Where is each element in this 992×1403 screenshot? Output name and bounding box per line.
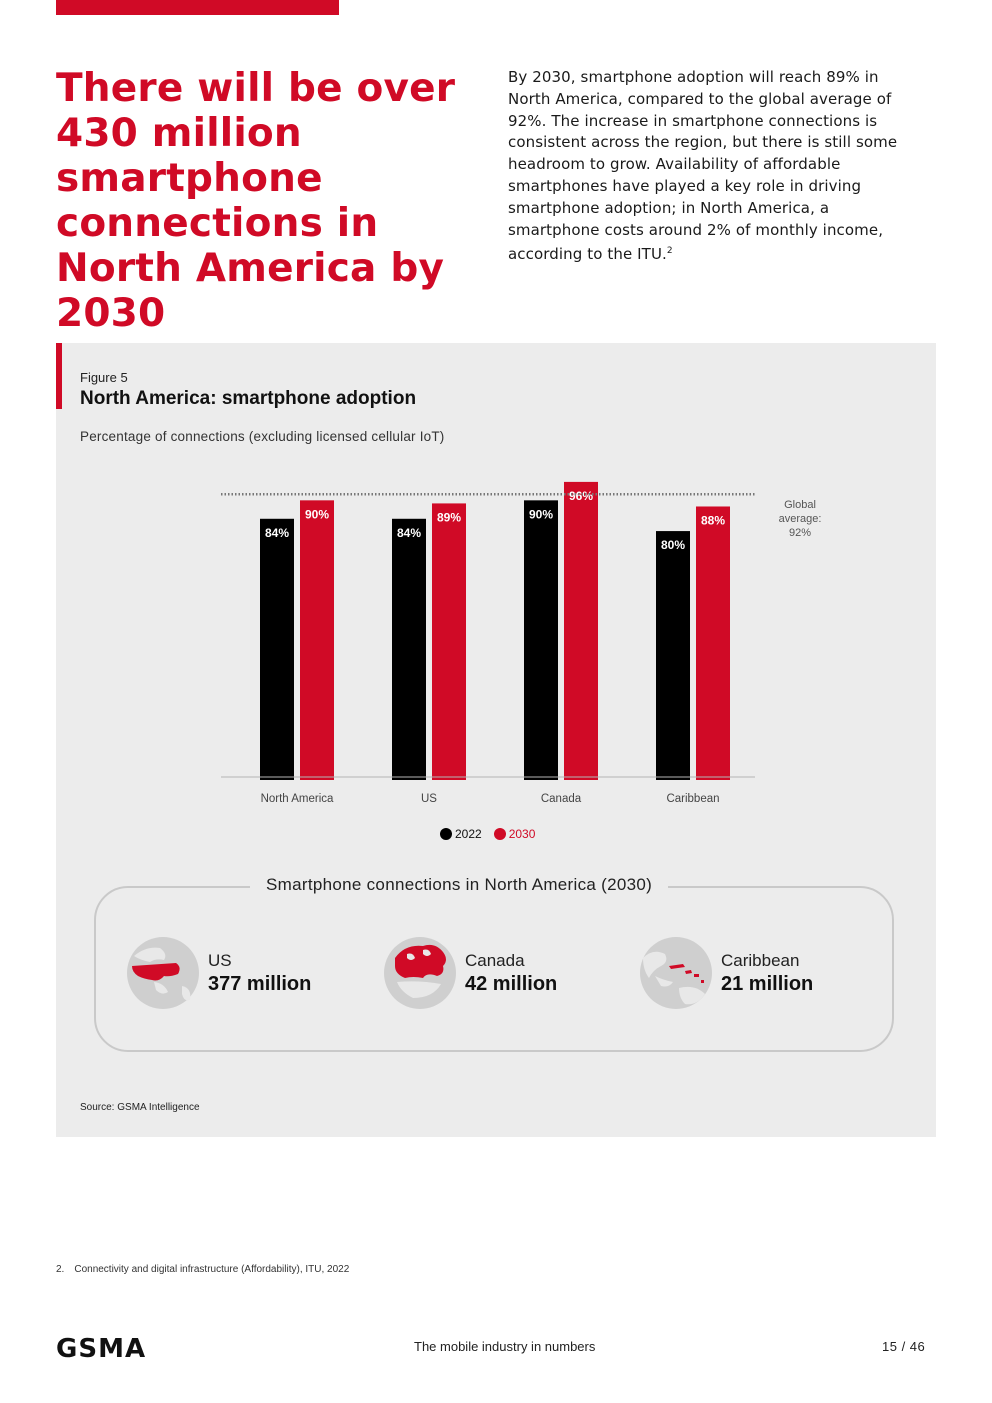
legend-dot-2030 xyxy=(493,828,506,840)
bar-canada-2022 xyxy=(524,500,558,780)
figure-title: North America: smartphone adoption xyxy=(80,388,417,409)
data-label-caribbean-2030: 88% xyxy=(701,513,725,527)
global-average-label: Global xyxy=(784,499,816,511)
x-tick-label: Canada xyxy=(541,793,582,805)
page-headline: There will be over 430 million smartphon… xyxy=(56,66,456,336)
figure-accent-bar xyxy=(56,343,62,409)
footnote: 2. Connectivity and digital infrastructur… xyxy=(56,1264,349,1275)
data-label-north-america-2022: 84% xyxy=(265,526,289,540)
data-label-caribbean-2022: 80% xyxy=(661,538,685,552)
legend-label-2030: 2030 xyxy=(508,827,536,841)
bar-canada-2030 xyxy=(564,481,598,780)
stat-canada: Canada 42 million xyxy=(383,936,557,1010)
connections-stats-box: Smartphone connections in North America … xyxy=(94,875,894,1052)
stat-caribbean-value: 21 million xyxy=(721,973,814,995)
bar-us-2030 xyxy=(432,503,466,780)
figure-subtitle: Percentage of connections (excluding lic… xyxy=(80,429,445,444)
legend-item-2022: 2022 xyxy=(440,827,482,841)
figure-source: Source: GSMA Intelligence xyxy=(80,1102,200,1113)
stat-us-name: US xyxy=(208,951,232,970)
legend-item-2030: 2030 xyxy=(493,827,536,841)
gsma-logo: GSMA xyxy=(56,1334,147,1364)
bar-caribbean-2030 xyxy=(696,506,730,780)
top-accent-bar xyxy=(56,0,339,15)
data-label-canada-2030: 96% xyxy=(569,489,593,503)
stat-caribbean-text: Caribbean 21 million xyxy=(721,950,813,996)
footnote-number: 2. xyxy=(56,1264,65,1275)
legend-dot-2022 xyxy=(440,828,452,840)
page-number: 15 / 46 xyxy=(882,1339,926,1354)
footnote-ref: 2 xyxy=(666,246,673,257)
intro-paragraph: By 2030, smartphone adoption will reach … xyxy=(508,67,918,266)
data-label-us-2022: 84% xyxy=(397,526,421,540)
stat-us: US 377 million xyxy=(126,936,311,1010)
x-tick-label: North America xyxy=(261,793,334,805)
figure-number: Figure 5 xyxy=(80,370,128,385)
footnote-text: Connectivity and digital infrastructure … xyxy=(74,1264,350,1275)
stats-title: Smartphone connections in North America … xyxy=(250,875,669,895)
stat-caribbean-name: Caribbean xyxy=(721,951,800,970)
global-average-label: 92% xyxy=(789,527,811,539)
x-tick-label: US xyxy=(421,793,437,805)
stat-caribbean: Caribbean 21 million xyxy=(639,936,813,1010)
legend-label-2022: 2022 xyxy=(455,827,482,841)
stat-us-value: 377 million xyxy=(208,973,312,995)
stat-canada-text: Canada 42 million xyxy=(465,950,557,996)
chart-legend: 2022 2030 xyxy=(440,827,535,841)
data-label-us-2030: 89% xyxy=(437,510,461,524)
stat-canada-name: Canada xyxy=(465,951,525,970)
bar-caribbean-2022 xyxy=(656,531,690,780)
data-label-canada-2022: 90% xyxy=(529,507,553,521)
stat-us-text: US 377 million xyxy=(208,950,311,996)
globe-caribbean-icon xyxy=(640,937,712,1009)
stat-canada-value: 42 million xyxy=(465,973,558,995)
globe-canada-icon xyxy=(384,937,456,1009)
bar-chart: 84% 90% North America 84% 89% US 90% 96% Canada 8… xyxy=(221,481,822,805)
x-tick-label: Caribbean xyxy=(666,793,719,805)
global-average-label: average: xyxy=(779,513,822,525)
data-label-north-america-2030: 90% xyxy=(305,507,329,521)
footer-title: The mobile industry in numbers xyxy=(414,1339,596,1354)
bar-north-america-2030 xyxy=(300,500,334,780)
globe-us-icon xyxy=(127,937,199,1009)
intro-text: By 2030, smartphone adoption will reach … xyxy=(508,68,898,264)
bar-north-america-2022 xyxy=(260,518,294,780)
figure-panel: Figure 5 North America: smartphone adopt… xyxy=(56,343,936,1137)
bar-us-2022 xyxy=(392,518,426,780)
